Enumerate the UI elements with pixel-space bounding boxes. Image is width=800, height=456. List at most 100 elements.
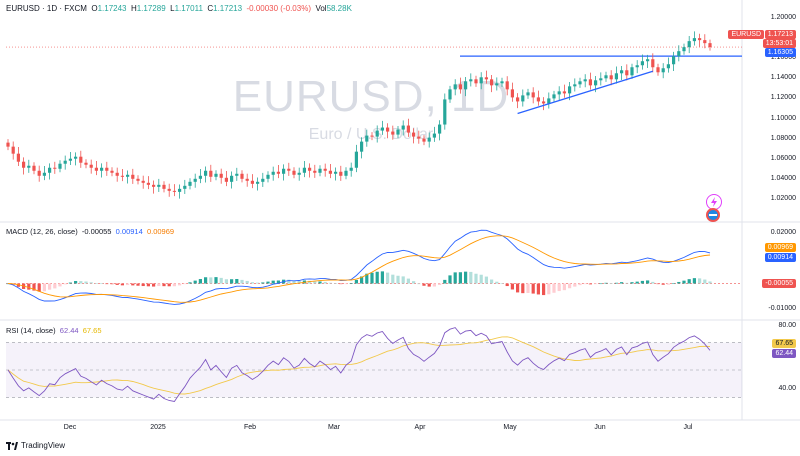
macd-histogram-bar: [656, 283, 660, 285]
candle-body: [640, 61, 644, 66]
candle-body: [458, 84, 462, 90]
price-axis-tick: 1.10000: [770, 114, 796, 122]
candle-body: [162, 184, 166, 189]
candle-body: [635, 65, 639, 68]
symbol-name[interactable]: EURUSD · 1D · FXCM: [6, 4, 87, 13]
candle-body: [204, 170, 208, 176]
candle-body: [100, 167, 104, 171]
macd-histogram-bar: [256, 282, 260, 284]
candle-body: [583, 79, 587, 82]
macd-histogram-bar: [146, 283, 150, 287]
macd-signal-tag: 0.00969: [764, 243, 796, 252]
time-axis-tick: Mar: [327, 424, 341, 431]
macd-histogram-bar: [687, 279, 691, 284]
candle-body: [89, 164, 93, 168]
candle-body: [271, 171, 275, 175]
macd-histogram-bar: [422, 283, 426, 286]
candle-body: [230, 175, 234, 182]
candle-body: [448, 89, 452, 100]
candle-body: [79, 156, 83, 163]
macd-histogram-bar: [536, 283, 540, 295]
macd-histogram-bar: [490, 279, 494, 284]
candle-body: [412, 132, 416, 137]
macd-histogram-bar: [594, 283, 598, 285]
time-axis-tick: Jun: [594, 424, 606, 431]
macd-histogram-bar: [386, 272, 390, 284]
macd-histogram-bar: [172, 283, 176, 287]
time-axis-tick: Dec: [63, 424, 77, 431]
price-axis-tick: 1.12000: [770, 94, 796, 102]
macd-histogram-bar: [380, 271, 384, 284]
macd-histogram-bar: [266, 281, 270, 284]
candle-body: [360, 141, 364, 152]
open-label: O: [91, 4, 98, 13]
candle-body: [178, 188, 182, 192]
candle-body: [646, 59, 650, 62]
macd-histogram-bar: [126, 283, 130, 286]
rsi-title[interactable]: RSI (14, close) 62.44 67.65: [6, 326, 102, 335]
macd-histogram-bar: [562, 283, 566, 291]
candle-body: [37, 170, 41, 176]
macd-histogram-bar: [188, 282, 192, 284]
macd-histogram-bar: [505, 283, 509, 287]
open-value: 1.17243: [97, 4, 127, 13]
symbol-price-tag: EURUSD: [728, 30, 764, 39]
macd-histogram-bar: [79, 281, 83, 284]
flag-icon[interactable]: [706, 208, 720, 222]
macd-histogram-bar: [417, 283, 421, 285]
tradingview-logo[interactable]: TradingView: [6, 441, 65, 450]
candle-body: [302, 167, 306, 173]
candle-body: [609, 75, 613, 80]
candle-body: [53, 167, 57, 169]
candle-body: [531, 92, 535, 98]
candle-body: [708, 43, 712, 48]
candle-body: [94, 167, 98, 171]
macd-histogram-bar: [396, 275, 400, 284]
macd-histogram-bar: [599, 283, 603, 285]
macd-axis-tick: -0.01000: [768, 305, 796, 312]
macd-histogram-bar: [89, 282, 93, 284]
macd-histogram-bar: [136, 283, 140, 286]
macd-histogram-bar: [526, 283, 530, 293]
time-axis-tick: Feb: [243, 424, 257, 431]
price-axis-tick: 1.20000: [770, 14, 796, 22]
macd-histogram-bar: [287, 279, 291, 284]
candle-body: [614, 73, 618, 80]
low-label: L: [170, 4, 175, 13]
macd-histogram-bar: [620, 282, 624, 284]
time-axis-tick: Apr: [414, 424, 426, 431]
rsi-ma-line: [7, 336, 711, 395]
candle-body: [396, 129, 400, 135]
macd-histogram-bar: [672, 283, 676, 285]
candle-body: [224, 177, 228, 182]
macd-histogram-bar: [661, 283, 665, 285]
candle-body: [74, 156, 78, 159]
candle-body: [354, 151, 358, 168]
macd-histogram-bar: [105, 283, 109, 285]
candle-body: [152, 184, 156, 187]
candle-body: [469, 79, 473, 82]
rsi-tag: 62.44: [772, 349, 796, 358]
price-axis-tick: 1.08000: [770, 134, 796, 142]
last-price-tag: 1.17213: [764, 30, 796, 39]
candle-body: [58, 163, 62, 169]
candle-body: [84, 162, 88, 165]
macd-histogram-bar: [27, 283, 31, 290]
tradingview-label: TradingView: [21, 441, 66, 450]
candle-body: [375, 130, 379, 137]
macd-histogram-bar: [48, 283, 52, 290]
macd-histogram-bar: [214, 277, 218, 284]
candle-body: [328, 170, 332, 174]
macd-histogram-bar: [578, 283, 582, 286]
candle-body: [521, 95, 525, 102]
macd-histogram-bar: [334, 283, 338, 284]
candle-body: [370, 135, 374, 137]
macd-name: MACD (12, 26, close): [6, 227, 78, 236]
macd-title[interactable]: MACD (12, 26, close) -0.00055 0.00914 0.…: [6, 227, 174, 236]
macd-histogram-bar: [224, 279, 228, 284]
candle-body: [188, 181, 192, 186]
macd-histogram-bar: [438, 283, 442, 286]
candle-body: [126, 174, 130, 177]
candle-body: [484, 77, 488, 80]
